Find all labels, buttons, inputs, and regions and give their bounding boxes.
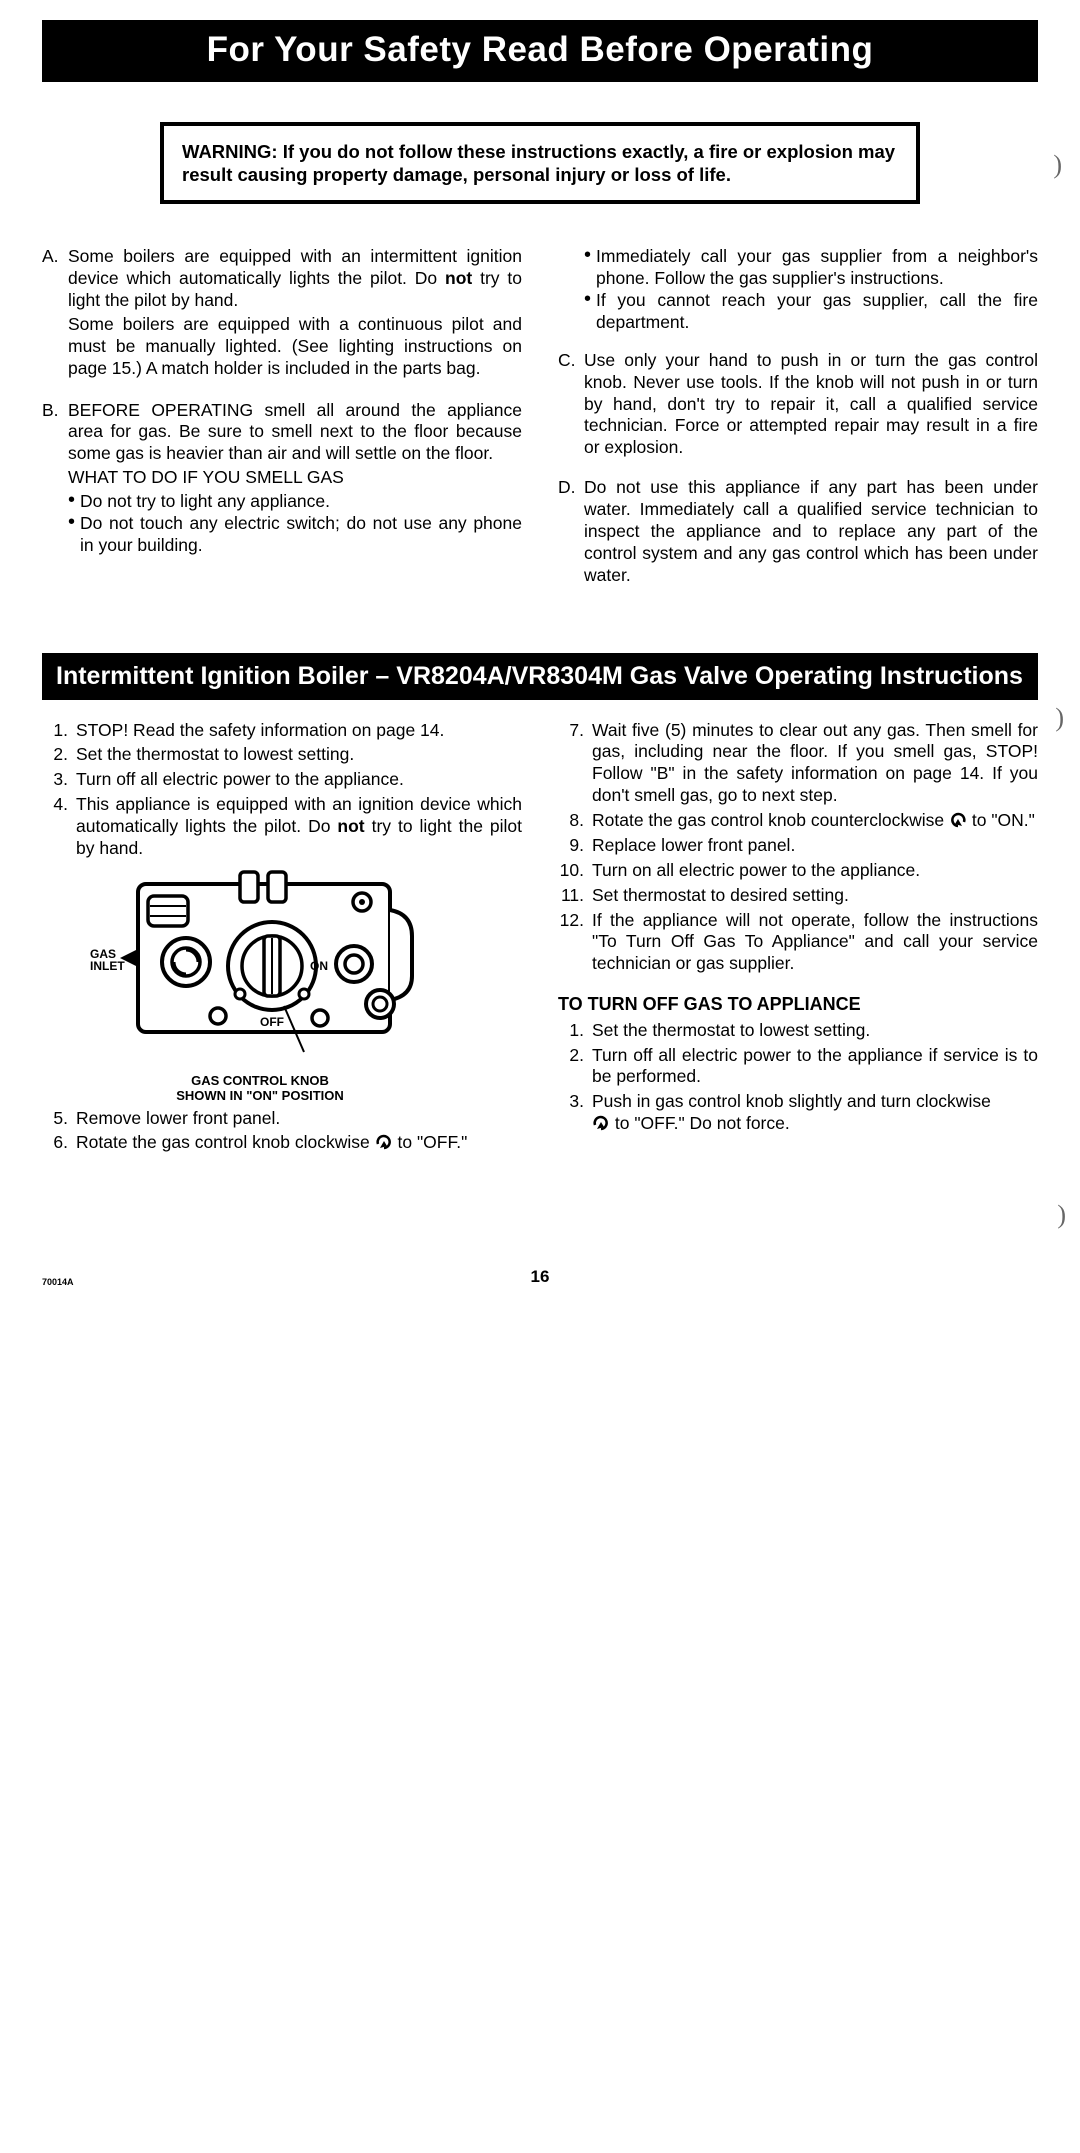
a-p1-bold: not [445, 268, 472, 288]
safety-b-body: BEFORE OPERATING smell all around the ap… [68, 400, 522, 557]
step-11-txt: Set thermostat to desired setting. [592, 885, 1038, 907]
clockwise-arrow-icon [375, 1134, 393, 1150]
paren-mark-mid: ) [1055, 703, 1064, 733]
step-7: 7.Wait five (5) minutes to clear out any… [558, 720, 1038, 808]
paren-mark-low: ) [1057, 1200, 1066, 1230]
step-6: 6. Rotate the gas control knob clockwise… [42, 1132, 522, 1154]
step-4-bold: not [337, 816, 364, 836]
step-2-txt: Set the thermostat to lowest setting. [76, 744, 522, 766]
safety-col-right: •Immediately call your gas supplier from… [558, 246, 1038, 604]
title-bar: For Your Safety Read Before Operating [42, 20, 1038, 82]
safety-columns: A. Some boilers are equipped with an int… [42, 246, 1038, 604]
footer-id: 70014A [42, 1277, 74, 1287]
step-1: 1.STOP! Read the safety information on p… [42, 720, 522, 742]
step-8-post: to "ON." [972, 810, 1035, 830]
safety-c-body: Use only your hand to push in or turn th… [584, 350, 1038, 459]
b-cont: •Immediately call your gas supplier from… [558, 246, 1038, 334]
step-4: 4. This appliance is equipped with an ig… [42, 794, 522, 860]
safety-d-body: Do not use this appliance if any part ha… [584, 477, 1038, 586]
b-bullet-1: •Do not try to light any appliance. [68, 491, 522, 513]
instr-col-right: 7.Wait five (5) minutes to clear out any… [558, 720, 1038, 1158]
diagram-caption-l1: GAS CONTROL KNOB [191, 1073, 329, 1088]
instruction-columns: 1.STOP! Read the safety information on p… [42, 720, 1038, 1158]
b-b4-txt: If you cannot reach your gas supplier, c… [596, 290, 1038, 334]
page: For Your Safety Read Before Operating WA… [0, 0, 1080, 1327]
diagram-on-label: ON [310, 959, 328, 973]
toff-1: 1.Set the thermostat to lowest setting. [558, 1020, 1038, 1042]
b-p1: BEFORE OPERATING smell all around the ap… [68, 400, 522, 466]
letter-c: C. [558, 350, 584, 459]
step-6-post: to "OFF." [398, 1132, 468, 1152]
toff-3-post: to "OFF." Do not force. [615, 1113, 790, 1133]
safety-item-a: A. Some boilers are equipped with an int… [42, 246, 522, 381]
page-footer: 70014A 16 [42, 1277, 1038, 1287]
diagram-caption-l2: SHOWN IN "ON" POSITION [176, 1088, 344, 1103]
step-10: 10.Turn on all electric power to the app… [558, 860, 1038, 882]
step-5: 5.Remove lower front panel. [42, 1108, 522, 1130]
diagram-gas-label2: INLET [90, 959, 125, 973]
step-7-txt: Wait five (5) minutes to clear out any g… [592, 720, 1038, 808]
step-11: 11.Set thermostat to desired setting. [558, 885, 1038, 907]
counterclockwise-arrow-icon [949, 812, 967, 828]
diagram-caption: GAS CONTROL KNOB SHOWN IN "ON" POSITION [90, 1074, 430, 1104]
b-b2-txt: Do not touch any electric switch; do not… [80, 513, 522, 557]
step-10-txt: Turn on all electric power to the applia… [592, 860, 1038, 882]
step-8: 8. Rotate the gas control knob countercl… [558, 810, 1038, 832]
safety-a-body: Some boilers are equipped with an interm… [68, 246, 522, 381]
step-8-pre: Rotate the gas control knob counterclock… [592, 810, 949, 830]
gas-valve-svg: ON OFF GAS INLET [90, 866, 430, 1066]
step-12-txt: If the appliance will not operate, follo… [592, 910, 1038, 976]
diagram-off-label: OFF [260, 1015, 284, 1029]
letter-a: A. [42, 246, 68, 381]
step-1-txt: STOP! Read the safety information on pag… [76, 720, 522, 742]
step-2: 2.Set the thermostat to lowest setting. [42, 744, 522, 766]
section-bar: Intermittent Ignition Boiler – VR8204A/V… [42, 653, 1038, 700]
step-6-pre: Rotate the gas control knob clockwise [76, 1132, 375, 1152]
turn-off-heading: TO TURN OFF GAS TO APPLIANCE [558, 993, 1038, 1016]
b-sub: WHAT TO DO IF YOU SMELL GAS [68, 467, 522, 489]
a-p2: Some boilers are equipped with a continu… [68, 314, 522, 380]
step-12: 12.If the appliance will not operate, fo… [558, 910, 1038, 976]
step-5-txt: Remove lower front panel. [76, 1108, 522, 1130]
instr-col-left: 1.STOP! Read the safety information on p… [42, 720, 522, 1158]
toff-3-pre: Push in gas control knob slightly and tu… [592, 1091, 991, 1111]
step-9: 9.Replace lower front panel. [558, 835, 1038, 857]
b-b1-txt: Do not try to light any appliance. [80, 491, 522, 513]
b-bullet-4: •If you cannot reach your gas supplier, … [584, 290, 1038, 334]
gas-valve-diagram: ON OFF GAS INLET [90, 866, 522, 1104]
letter-b: B. [42, 400, 68, 557]
step-3-txt: Turn off all electric power to the appli… [76, 769, 522, 791]
safety-item-b: B. BEFORE OPERATING smell all around the… [42, 400, 522, 557]
toff-3: 3. Push in gas control knob slightly and… [558, 1091, 1038, 1135]
paren-mark-top: ) [1053, 150, 1062, 180]
b-bullet-2: •Do not touch any electric switch; do no… [68, 513, 522, 557]
toff-1-txt: Set the thermostat to lowest setting. [592, 1020, 1038, 1042]
toff-2: 2.Turn off all electric power to the app… [558, 1045, 1038, 1089]
step-9-txt: Replace lower front panel. [592, 835, 1038, 857]
warning-box: WARNING: If you do not follow these inst… [160, 122, 920, 204]
safety-item-c: C. Use only your hand to push in or turn… [558, 350, 1038, 459]
warning-box-wrap: WARNING: If you do not follow these inst… [42, 122, 1038, 204]
clockwise-arrow-icon-2 [592, 1115, 610, 1131]
safety-col-left: A. Some boilers are equipped with an int… [42, 246, 522, 604]
step-3: 3.Turn off all electric power to the app… [42, 769, 522, 791]
letter-d: D. [558, 477, 584, 586]
safety-item-d: D. Do not use this appliance if any part… [558, 477, 1038, 586]
b-b3-txt: Immediately call your gas supplier from … [596, 246, 1038, 290]
b-bullet-3: •Immediately call your gas supplier from… [584, 246, 1038, 290]
page-number: 16 [531, 1267, 550, 1287]
toff-2-txt: Turn off all electric power to the appli… [592, 1045, 1038, 1089]
